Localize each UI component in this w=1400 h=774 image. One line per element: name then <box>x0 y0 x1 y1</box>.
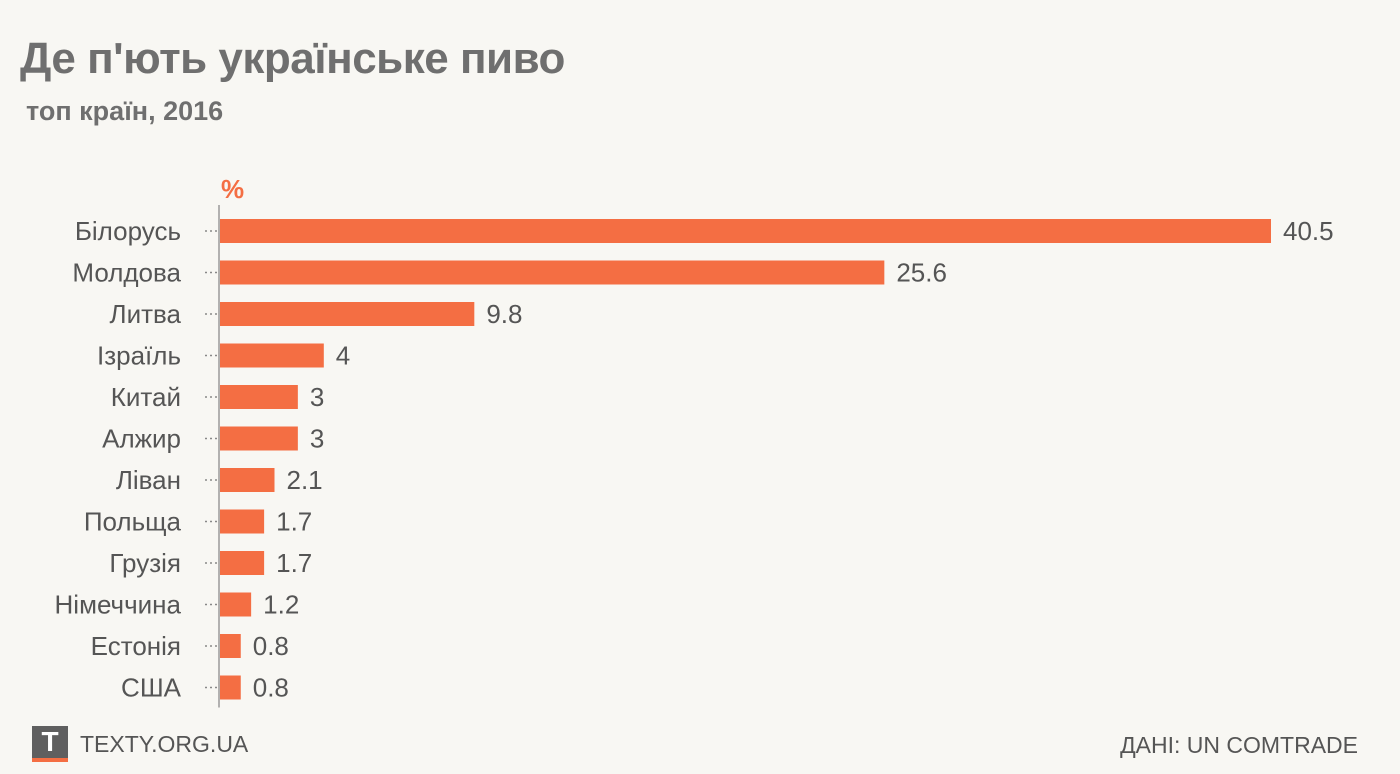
texty-logo-icon: T <box>32 726 68 762</box>
footer-brand: T TEXTY.ORG.UA <box>32 726 248 762</box>
chart-title: Де п'ють українське пиво <box>20 34 565 83</box>
data-source: ДАНІ: UN COMTRADE <box>1120 732 1358 758</box>
unit-label: % <box>221 174 244 204</box>
bar <box>220 260 885 285</box>
chart-subtitle: топ країн, 2016 <box>26 96 224 126</box>
value-label: 0.8 <box>253 673 289 703</box>
value-label: 25.6 <box>896 258 947 288</box>
value-label: 3 <box>310 382 324 412</box>
category-label: Білорусь <box>75 216 181 246</box>
category-label: Естонія <box>91 631 181 661</box>
bar <box>220 675 241 700</box>
category-label: Грузія <box>109 548 181 578</box>
bar <box>220 343 324 368</box>
category-label: Литва <box>110 299 182 329</box>
category-label: Китай <box>111 382 181 412</box>
category-label: Молдова <box>72 258 181 288</box>
category-label: Німеччина <box>55 590 182 620</box>
value-label: 0.8 <box>253 631 289 661</box>
category-label: Алжир <box>102 424 181 454</box>
value-label: 1.7 <box>276 548 312 578</box>
value-label: 9.8 <box>486 299 522 329</box>
category-label: Ліван <box>116 465 181 495</box>
bar <box>220 634 241 658</box>
value-label: 3 <box>310 424 324 454</box>
category-label: Ізраїль <box>97 341 181 371</box>
value-label: 1.2 <box>263 590 299 620</box>
bar <box>220 426 298 451</box>
category-label: Польща <box>84 507 182 537</box>
bar <box>220 302 475 326</box>
bar <box>220 219 1271 243</box>
value-label: 2.1 <box>286 465 322 495</box>
value-label: 40.5 <box>1283 216 1334 246</box>
value-label: 1.7 <box>276 507 312 537</box>
site-name: TEXTY.ORG.UA <box>80 730 249 757</box>
bar <box>220 468 275 492</box>
bar <box>220 592 252 617</box>
bar <box>220 551 265 575</box>
bar <box>220 385 298 409</box>
category-label: США <box>121 673 182 703</box>
value-label: 4 <box>336 341 350 371</box>
bar <box>220 509 265 534</box>
